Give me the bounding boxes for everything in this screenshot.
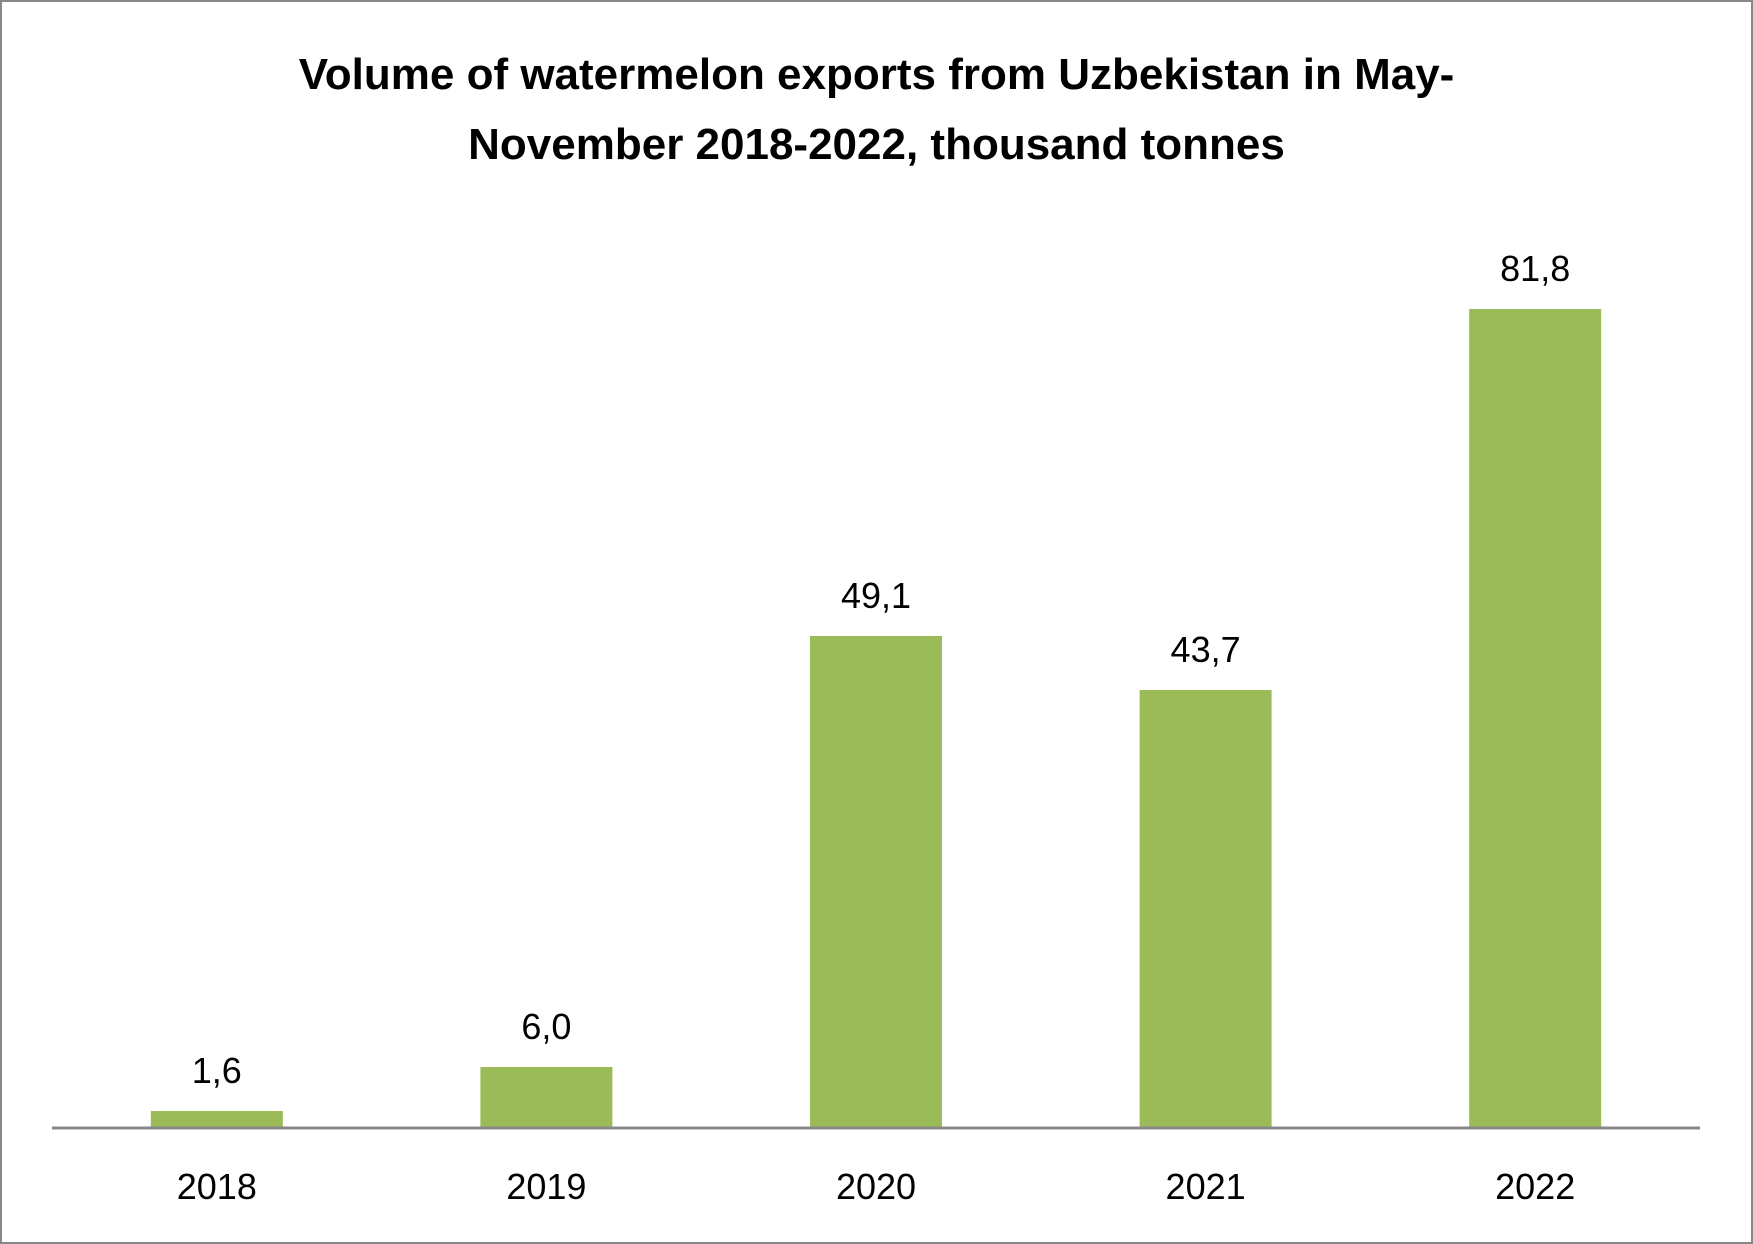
x-tick-label-2019: 2019 xyxy=(506,1166,586,1207)
bar-2020 xyxy=(810,636,942,1127)
x-tick-label-2018: 2018 xyxy=(177,1166,257,1207)
data-label-2018: 1,6 xyxy=(192,1050,242,1091)
chart-title-line-2: November 2018-2022, thousand tonnes xyxy=(468,120,1285,169)
x-tick-label-2021: 2021 xyxy=(1166,1166,1246,1207)
x-tick-label-2022: 2022 xyxy=(1495,1166,1575,1207)
bar-2019 xyxy=(480,1067,613,1127)
chart-title-line-1: Volume of watermelon exports from Uzbeki… xyxy=(298,50,1455,99)
bar-2018 xyxy=(150,1111,283,1127)
bar-2022 xyxy=(1469,309,1602,1127)
chart-title: Volume of watermelon exports from Uzbeki… xyxy=(0,40,1753,180)
data-label-2022: 81,8 xyxy=(1500,248,1570,289)
data-label-2020: 49,1 xyxy=(841,575,911,616)
data-label-2021: 43,7 xyxy=(1171,629,1241,670)
data-label-2019: 6,0 xyxy=(521,1006,571,1047)
x-tick-label-2020: 2020 xyxy=(836,1166,916,1207)
bar-2021 xyxy=(1139,690,1272,1127)
